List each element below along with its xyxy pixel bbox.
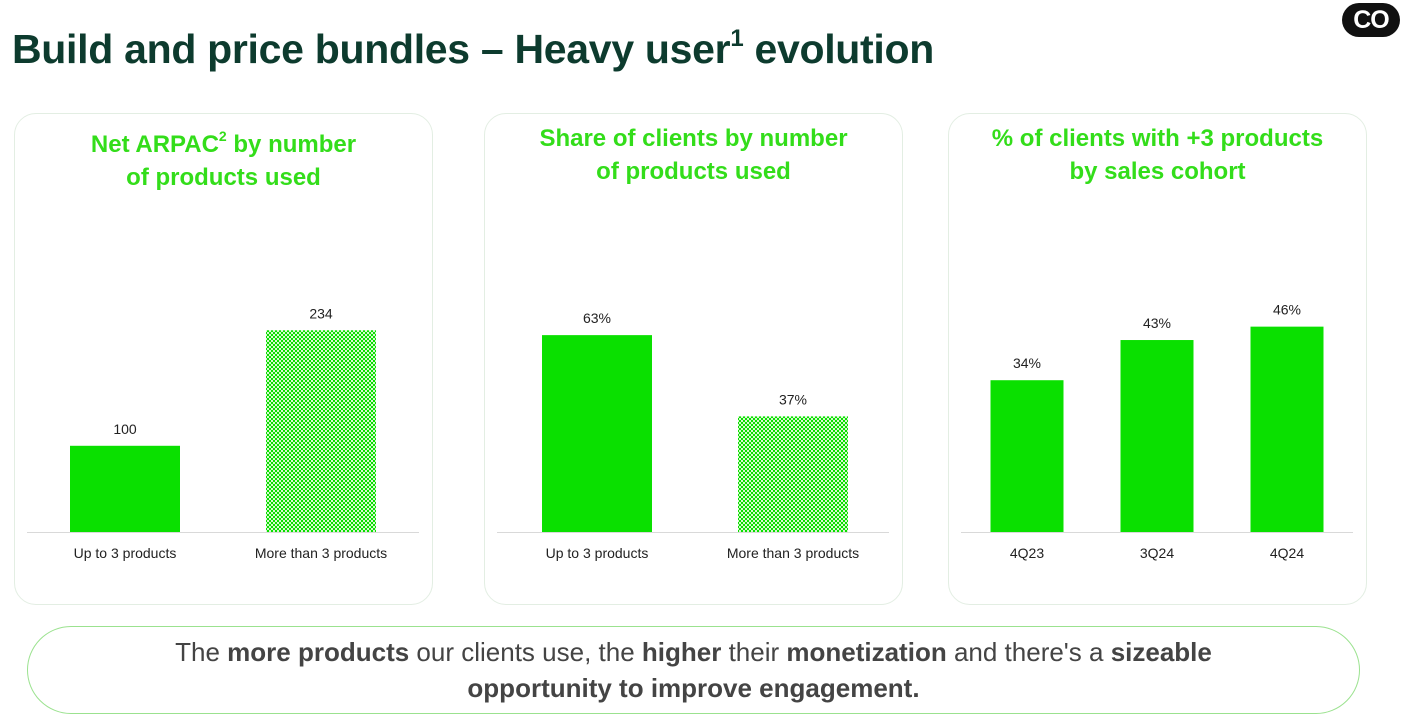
category-label: 3Q24 — [1140, 545, 1174, 561]
chart-panel-arpac: Net ARPAC2 by number of products used 10… — [14, 113, 433, 605]
chart-panel-share: Share of clients by number of products u… — [484, 113, 903, 605]
bar-more-than-3-products — [738, 416, 848, 532]
chart-title-cohort: % of clients with +3 products by sales c… — [991, 125, 1324, 185]
page-title-end: evolution — [743, 26, 934, 72]
page-title-main: Build and price bundles – Heavy user — [12, 26, 731, 72]
category-label: Up to 3 products — [74, 545, 177, 561]
page-title: Build and price bundles – Heavy user1 ev… — [12, 25, 934, 73]
takeaway-line-2: opportunity to improve engagement. — [467, 673, 920, 703]
bar-3q24 — [1120, 340, 1194, 532]
chart-panel-cohort: % of clients with +3 products by sales c… — [948, 113, 1367, 605]
category-label: Up to 3 products — [546, 545, 649, 561]
takeaway-line-1: The more products our clients use, the h… — [175, 637, 1212, 667]
data-label: 100 — [113, 421, 137, 437]
chart-title-share: Share of clients by number of products u… — [539, 125, 848, 185]
category-label: 4Q24 — [1270, 545, 1304, 561]
chart-title-arpac: Net ARPAC2 by number of products used — [90, 128, 357, 191]
data-label: 63% — [583, 310, 611, 326]
company-logo: CO — [1342, 3, 1400, 37]
bar-up-to-3-products — [542, 335, 652, 532]
bar-chart-cohort: 34% 4Q23 43% 3Q24 46% 4Q24 — [961, 302, 1353, 561]
bar-chart-share: 63% Up to 3 products 37% More than 3 produc… — [497, 310, 889, 561]
data-label: 37% — [779, 391, 807, 407]
takeaway-banner: The more products our clients use, the h… — [27, 626, 1360, 714]
data-label: 43% — [1143, 315, 1171, 331]
bar-chart-arpac: 100 Up to 3 products 234 More than 3 produc… — [27, 305, 419, 561]
category-label: More than 3 products — [255, 545, 387, 561]
data-label: 34% — [1013, 355, 1041, 371]
bar-more-than-3-products — [266, 330, 376, 532]
bar-4q23 — [990, 380, 1064, 532]
data-label: 46% — [1273, 302, 1301, 318]
category-label: 4Q23 — [1010, 545, 1044, 561]
data-label: 234 — [309, 305, 333, 321]
bar-up-to-3-products — [70, 445, 180, 532]
category-label: More than 3 products — [727, 545, 859, 561]
bar-4q24 — [1250, 326, 1324, 532]
page-title-footnote: 1 — [730, 25, 744, 53]
